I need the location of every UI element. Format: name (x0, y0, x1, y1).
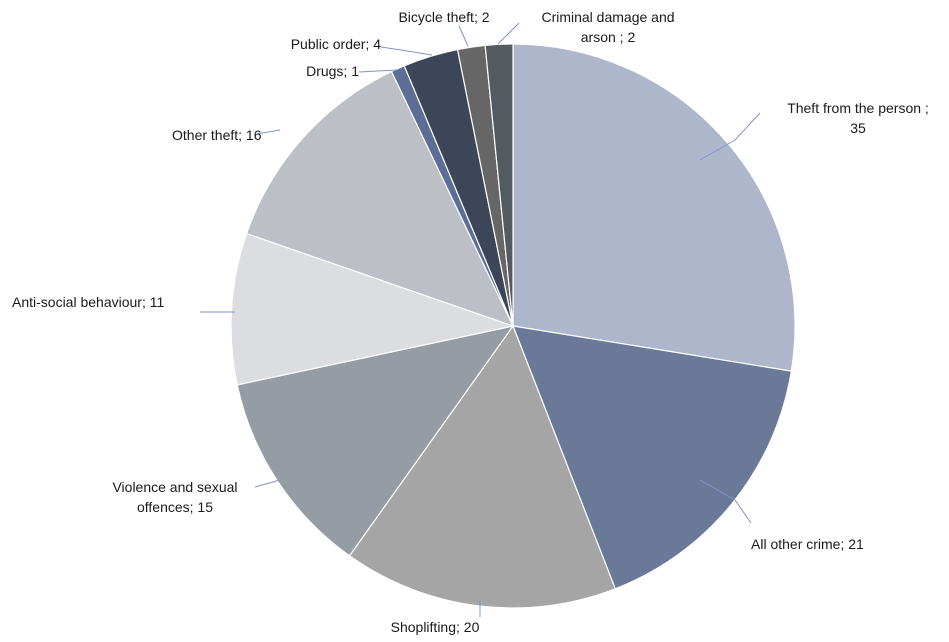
leader-line-violence-and-sexual-offences (254, 479, 281, 488)
data-label-text: offences; 15 (137, 499, 213, 515)
leader-line-theft-from-the-person (699, 112, 761, 161)
data-label-anti-social-behaviour: Anti-social behaviour; 11 (12, 294, 164, 310)
leader-line-bicycle-theft (458, 25, 469, 47)
data-label-drugs: Drugs; 1 (306, 63, 359, 79)
leader-line-criminal-damage-and-arson (497, 22, 520, 45)
data-label-public-order: Public order; 4 (291, 36, 381, 52)
pie-slice-other-theft (245, 70, 515, 328)
data-label-theft-from-the-person: Theft from the person ; 35 (787, 100, 929, 136)
leader-line-public-order (380, 46, 433, 56)
data-label-violence-and-sexual-offences: Violence and sexual offences; 15 (112, 479, 237, 515)
pie-slice-shoplifting (348, 324, 617, 609)
labels-layer: Theft from the person ; 35 All other crime… (12, 9, 929, 635)
data-label-shoplifting: Shoplifting; 20 (391, 619, 480, 635)
data-label-text: Public order; 4 (291, 36, 381, 52)
data-label-bicycle-theft: Bicycle theft; 2 (398, 9, 489, 25)
data-label-text: 35 (850, 120, 866, 136)
leader-lines-layer (200, 22, 761, 617)
data-label-text: Criminal damage and (541, 9, 674, 25)
data-label-criminal-damage-and-arson: Criminal damage and arson ; 2 (541, 9, 674, 45)
data-label-text: Shoplifting; 20 (391, 619, 480, 635)
pie-slice-anti-social-behaviour (230, 232, 516, 386)
data-label-all-other-crime: All other crime; 21 (751, 536, 864, 552)
data-label-text: Bicycle theft; 2 (398, 9, 489, 25)
leader-line-drugs (358, 69, 398, 73)
pie-slice-theft-from-the-person (512, 43, 796, 372)
data-label-text: Drugs; 1 (306, 63, 359, 79)
leader-line-all-other-crime (699, 479, 752, 524)
pie-slice-all-other-crime (512, 325, 793, 590)
data-label-text: All other crime; 21 (751, 536, 864, 552)
pie-slice-criminal-damage-and-arson (484, 43, 514, 327)
data-label-text: Violence and sexual (112, 479, 237, 495)
leader-line-other-theft (256, 129, 281, 135)
slices-layer (230, 43, 796, 609)
data-label-text: arson ; 2 (581, 29, 636, 45)
data-label-text: Anti-social behaviour; 11 (12, 294, 164, 310)
data-label-other-theft: Other theft; 16 (172, 127, 262, 143)
data-label-text: Other theft; 16 (172, 127, 262, 143)
data-label-text: Theft from the person ; (787, 100, 929, 116)
